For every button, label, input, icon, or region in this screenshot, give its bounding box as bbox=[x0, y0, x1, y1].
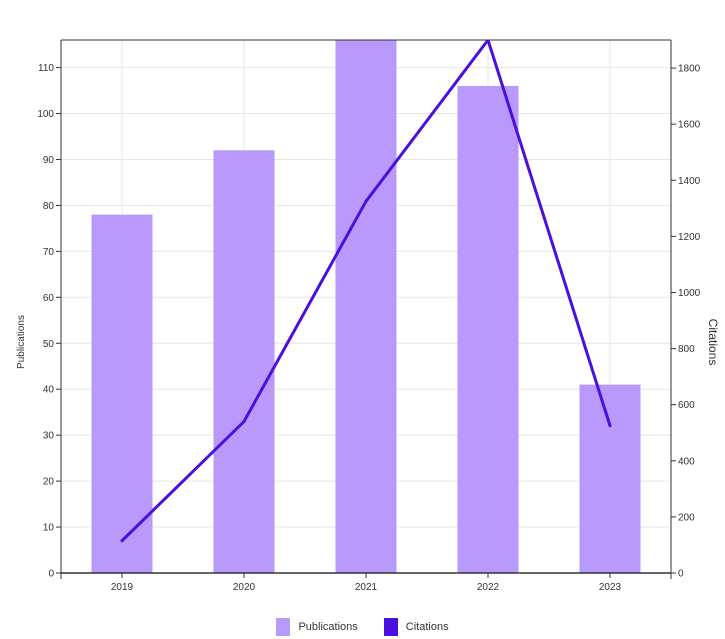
x-tick-label-2019: 2019 bbox=[111, 582, 134, 593]
y-left-tick-label: 30 bbox=[43, 431, 55, 442]
y-left-tick-label: 110 bbox=[38, 63, 54, 74]
bar-publications-2020 bbox=[213, 150, 275, 573]
bar-publications-2021 bbox=[335, 40, 397, 573]
publications-swatch bbox=[276, 618, 291, 636]
y-right-tick-label: 0 bbox=[678, 569, 684, 580]
y-right-tick-label: 200 bbox=[678, 512, 695, 523]
axes: 0 10 20 30 40 50 60 70 80 90 100 110 2019 2020 2021 202… bbox=[37, 39, 701, 593]
citations-point-2019 bbox=[120, 539, 124, 543]
y-left-tick-label: 100 bbox=[37, 109, 54, 120]
y-left-tick-label: 0 bbox=[48, 569, 54, 580]
citations-point-2023 bbox=[608, 424, 612, 428]
citations-point-2020 bbox=[242, 420, 246, 424]
y-right-tick-label: 1600 bbox=[678, 120, 701, 131]
x-tick-label-2023: 2023 bbox=[599, 582, 622, 593]
y-right-tick-label: 600 bbox=[678, 400, 695, 411]
legend-label-citations: Citations bbox=[405, 621, 449, 633]
y-right-axis-title: Citations bbox=[706, 319, 720, 366]
y-left-tick-label: 70 bbox=[43, 247, 55, 258]
y-right-tick-label: 1200 bbox=[678, 232, 701, 243]
x-tick-label-2020: 2020 bbox=[233, 582, 256, 593]
bar-publications-2023 bbox=[579, 384, 641, 573]
legend: Publications Citations bbox=[0, 618, 725, 636]
bar-publications-2019 bbox=[91, 214, 153, 573]
citations-swatch bbox=[383, 618, 398, 636]
y-left-tick-label: 90 bbox=[43, 155, 55, 166]
publications-bars bbox=[91, 40, 641, 573]
citations-line-layer bbox=[120, 40, 612, 543]
y-left-tick-label: 10 bbox=[43, 523, 55, 534]
x-tick-label-2021: 2021 bbox=[355, 582, 378, 593]
y-right-tick-label: 1000 bbox=[678, 288, 701, 299]
y-left-tick-label: 60 bbox=[43, 293, 55, 304]
x-tick-label-2022: 2022 bbox=[477, 582, 500, 593]
bar-publications-2022 bbox=[457, 85, 519, 573]
legend-item-citations[interactable]: Citations bbox=[383, 618, 449, 636]
y-right-tick-label: 400 bbox=[678, 456, 695, 467]
y-left-axis-title: Publications bbox=[16, 315, 27, 369]
citations-point-2021 bbox=[364, 199, 368, 203]
y-right-tick-label: 1800 bbox=[678, 64, 701, 75]
legend-label-publications: Publications bbox=[298, 621, 358, 633]
y-right-tick-label: 800 bbox=[678, 344, 695, 355]
y-left-tick-label: 20 bbox=[43, 477, 55, 488]
y-left-tick-label: 40 bbox=[43, 385, 55, 396]
y-left-tick-label: 80 bbox=[43, 201, 55, 212]
y-right-tick-label: 1400 bbox=[678, 176, 701, 187]
legend-item-publications[interactable]: Publications bbox=[276, 618, 358, 636]
y-left-tick-label: 50 bbox=[43, 339, 55, 350]
